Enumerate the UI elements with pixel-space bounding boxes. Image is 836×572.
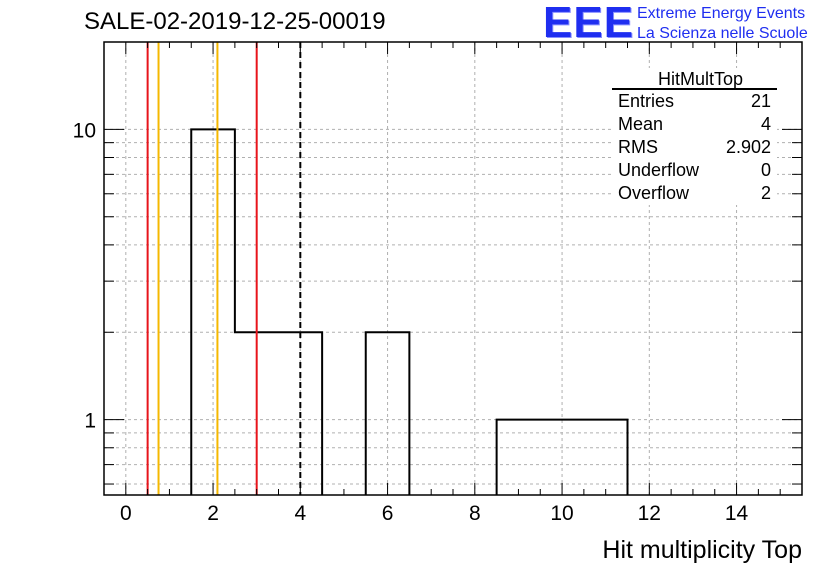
stats-label: Underflow bbox=[618, 160, 700, 180]
eee-logo: EEE bbox=[543, 0, 635, 47]
y-tick-label: 1 bbox=[84, 410, 96, 433]
x-tick-label: 0 bbox=[120, 502, 132, 525]
stats-row-rms: RMS 2.902 bbox=[612, 136, 777, 159]
stats-value: 21 bbox=[750, 91, 771, 111]
y-tick-label: 10 bbox=[73, 119, 96, 142]
x-tick-label: 10 bbox=[550, 502, 573, 525]
x-tick-label: 12 bbox=[638, 502, 661, 525]
stats-label: Overflow bbox=[618, 183, 690, 203]
x-axis-label: Hit multiplicity Top bbox=[602, 536, 802, 564]
stats-box: HitMultTop Entries 21 Mean 4 RMS 2.902 U… bbox=[612, 68, 777, 205]
x-tick-label: 14 bbox=[725, 502, 749, 525]
x-tick-label: 4 bbox=[294, 502, 306, 525]
stats-title: HitMultTop bbox=[612, 68, 777, 90]
stats-row-entries: Entries 21 bbox=[612, 90, 777, 113]
stats-row-mean: Mean 4 bbox=[612, 113, 777, 136]
logo-line-1: Extreme Energy Events bbox=[637, 5, 806, 22]
stats-label: Mean bbox=[618, 114, 664, 134]
stats-row-overflow: Overflow 2 bbox=[612, 182, 777, 205]
stats-value: 4 bbox=[760, 114, 771, 134]
x-tick-label: 6 bbox=[382, 502, 394, 525]
stats-value: 2.902 bbox=[725, 137, 771, 157]
stats-value: 2 bbox=[760, 183, 771, 203]
logo-line-2: La Scienza nelle Scuole bbox=[637, 25, 808, 42]
stats-value: 0 bbox=[760, 160, 771, 180]
x-tick-label: 2 bbox=[207, 502, 219, 525]
stats-label: Entries bbox=[618, 91, 675, 111]
stats-label: RMS bbox=[618, 137, 658, 157]
stats-row-underflow: Underflow 0 bbox=[612, 159, 777, 182]
histogram-outline bbox=[190, 128, 629, 495]
x-tick-label: 8 bbox=[469, 502, 481, 525]
chart-title: SALE-02-2019-12-25-00019 bbox=[84, 8, 386, 35]
